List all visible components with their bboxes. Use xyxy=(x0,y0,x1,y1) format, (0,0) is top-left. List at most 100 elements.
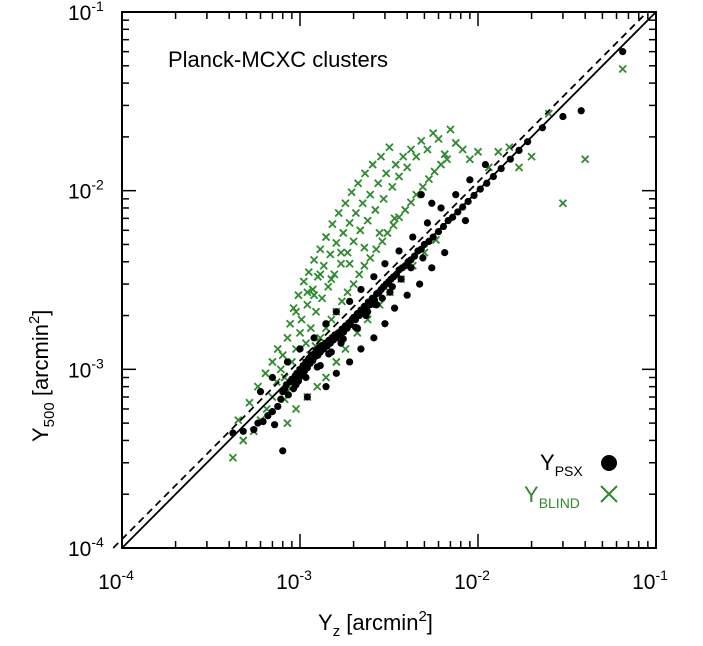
blind-point xyxy=(360,243,369,252)
psx-point xyxy=(332,308,340,316)
blind-point xyxy=(294,291,303,300)
blind-point xyxy=(366,190,375,199)
blind-point xyxy=(399,152,408,161)
blind-point xyxy=(330,270,339,279)
psx-point xyxy=(271,421,279,429)
psx-point xyxy=(268,408,277,416)
blind-point xyxy=(283,418,292,428)
blind-point xyxy=(316,333,325,343)
psx-point xyxy=(339,335,347,343)
blind-point xyxy=(317,294,327,303)
psx-point xyxy=(325,350,333,358)
blind-point xyxy=(336,248,346,257)
psx-point xyxy=(256,388,265,396)
psx-point xyxy=(381,320,389,328)
psx-point xyxy=(371,301,379,309)
psx-point xyxy=(292,381,300,389)
psx-point xyxy=(351,323,360,331)
blind-point xyxy=(313,382,322,391)
blind-point xyxy=(403,163,412,172)
blind-point xyxy=(311,307,321,316)
psx-point xyxy=(250,425,258,434)
reference-lines xyxy=(112,11,657,549)
blind-point xyxy=(304,267,313,277)
blind-point xyxy=(358,199,367,208)
psx-point xyxy=(409,233,417,241)
blind-point xyxy=(376,152,386,161)
blind-point xyxy=(332,238,341,248)
blind-point xyxy=(385,143,394,152)
blind-point xyxy=(324,282,333,291)
psx-point xyxy=(429,233,437,241)
psx-point xyxy=(370,334,378,342)
psx-point xyxy=(559,112,567,121)
y-tick-label: 10-4 xyxy=(68,534,104,561)
blind-point xyxy=(306,324,315,333)
blind-point xyxy=(295,328,305,338)
psx-point xyxy=(391,304,399,312)
psx-point xyxy=(410,252,419,260)
blind-point xyxy=(341,344,350,354)
blind-point xyxy=(336,259,346,268)
blind-point xyxy=(261,369,270,378)
blind-point xyxy=(389,221,398,230)
blind-point xyxy=(417,136,426,145)
one-to-one-line xyxy=(121,11,657,549)
blind-point xyxy=(327,274,336,284)
psx-point xyxy=(417,191,425,199)
blind-point xyxy=(388,182,397,192)
blind-point xyxy=(442,155,452,164)
psx-point xyxy=(466,176,474,184)
blind-point xyxy=(368,160,377,169)
psx-point xyxy=(332,369,340,377)
legend-label-blind: YBLIND xyxy=(524,482,580,511)
blind-point xyxy=(283,333,292,343)
blind-point xyxy=(558,199,568,208)
blind-point xyxy=(334,208,343,218)
psx-point xyxy=(378,294,386,302)
psx-point xyxy=(481,160,489,169)
psx-point xyxy=(386,288,394,296)
psx-point xyxy=(357,285,365,294)
blind-point xyxy=(424,175,434,184)
blind-point xyxy=(458,145,467,154)
blind-point xyxy=(494,147,503,156)
x-tick-label: 10-3 xyxy=(276,567,312,594)
x-tick-label: 10-2 xyxy=(454,567,490,594)
blind-point xyxy=(332,357,341,367)
blind-point xyxy=(394,172,404,181)
blind-point xyxy=(379,194,388,203)
blind-point xyxy=(303,300,312,309)
psx-point xyxy=(483,179,491,187)
blind-point xyxy=(347,188,356,197)
blind-point xyxy=(618,64,627,74)
blind-point xyxy=(418,182,427,192)
y-axis-label: Y500 [arcmin2] xyxy=(26,310,58,442)
blind-point xyxy=(366,253,375,263)
blind-point xyxy=(291,404,301,414)
blind-point xyxy=(343,248,352,257)
blind-point xyxy=(319,261,328,270)
blind-point xyxy=(351,208,361,218)
psx-point xyxy=(268,373,277,382)
blind-point xyxy=(239,436,248,445)
psx-point xyxy=(310,334,318,342)
psx-point xyxy=(259,417,267,426)
legend-marker-psx xyxy=(601,455,617,471)
tick-marks xyxy=(121,11,657,549)
blind-point xyxy=(391,160,400,169)
psx-point xyxy=(423,219,432,227)
psx-point xyxy=(279,447,287,455)
blind-point xyxy=(328,219,337,229)
tick-labels: 10-4 10-3 10-2 10-1 10-4 10-3 10-2 10-1 xyxy=(68,0,668,594)
blind-point xyxy=(291,307,301,316)
blind-point xyxy=(276,365,285,374)
blind-point xyxy=(309,291,319,300)
blind-point xyxy=(382,169,391,178)
points-layer xyxy=(228,48,627,462)
blind-point xyxy=(514,163,524,172)
psx-point xyxy=(302,373,310,382)
chart-title: Planck-MCXC clusters xyxy=(168,47,388,72)
blind-point xyxy=(245,398,254,407)
psx-point xyxy=(428,264,436,272)
